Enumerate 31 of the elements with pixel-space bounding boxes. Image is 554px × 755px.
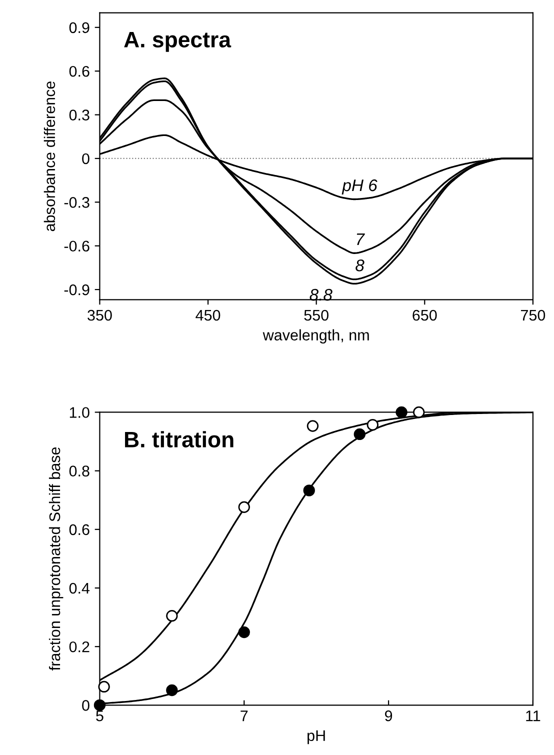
y-tick-label: 0.6	[69, 66, 90, 77]
x-tick-label: 9	[385, 710, 392, 722]
y-tick-label: 0	[82, 153, 90, 164]
y-tick-label: -0.6	[64, 240, 90, 252]
x-axis-title: wavelength, nm	[262, 329, 369, 344]
x-tick-label: 550	[304, 310, 328, 321]
y-axis-title: absorbance difference	[44, 82, 56, 232]
y-tick-label: 0.8	[69, 466, 90, 477]
x-tick-label: 7	[240, 710, 248, 722]
annotation: 8	[356, 260, 364, 272]
annotation: 7	[356, 233, 365, 245]
y-tick-label: 0.3	[69, 110, 90, 120]
x-tick-label: 650	[412, 310, 437, 321]
y-tick-label: 0.6	[69, 524, 90, 536]
y-tick-label: 0	[82, 700, 90, 711]
text: A. spectra	[124, 32, 232, 52]
x-tick-label: 11	[526, 710, 540, 722]
x-tick-label: 5	[96, 710, 104, 722]
y-tick-label: 0.2	[69, 641, 90, 652]
y-tick-label: 0.4	[69, 582, 90, 594]
x-axis-title: pH	[308, 730, 325, 744]
text: B. titration	[125, 431, 234, 448]
x-tick-label: 450	[196, 310, 220, 321]
y-tick-label: -0.9	[64, 284, 90, 296]
y-tick-label: 0.9	[69, 22, 90, 34]
annotation: pH 6	[342, 179, 378, 195]
x-tick-label: 350	[88, 310, 112, 321]
y-tick-label: -0.3	[64, 197, 90, 208]
x-tick-label: 750	[520, 310, 546, 321]
y-axis-title: fraction unprotonated Schiff base	[48, 447, 64, 670]
y-tick-label: 1.0	[70, 407, 90, 418]
